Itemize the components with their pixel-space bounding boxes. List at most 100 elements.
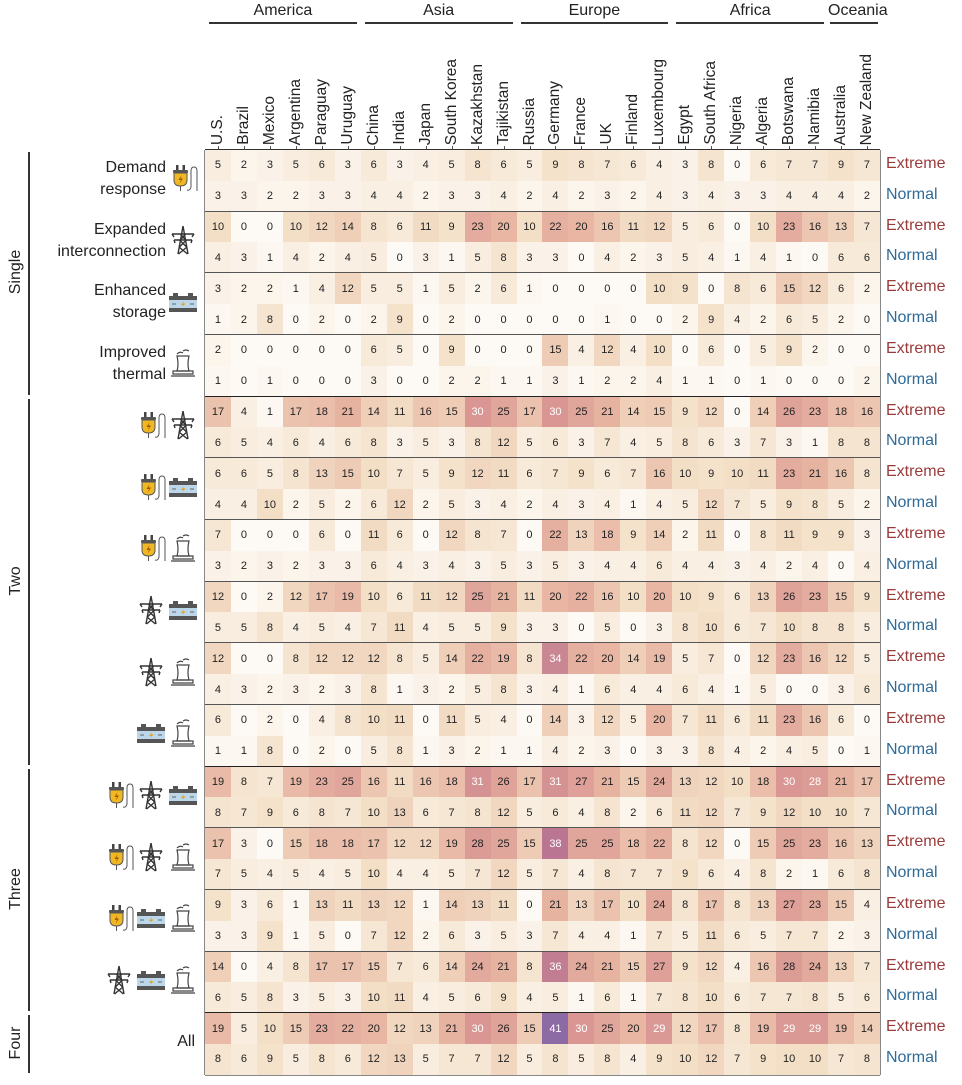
plug-icon — [104, 903, 134, 938]
heatmap-cell: 6 — [854, 242, 880, 274]
heatmap-cell: 0 — [230, 951, 257, 983]
table-left-border — [204, 150, 205, 1075]
heatmap-cell: 0 — [776, 365, 803, 397]
country-label-wrap: Australia — [831, 25, 851, 145]
country-label: South Korea — [442, 58, 460, 145]
heatmap-cell: 25 — [594, 828, 621, 860]
heatmap-cell: 1 — [516, 365, 543, 397]
heatmap-cell: 13 — [412, 1013, 439, 1045]
heatmap-cell: 20 — [568, 211, 595, 243]
heatmap-cell: 7 — [802, 150, 829, 181]
heatmap-cell: 2 — [464, 735, 491, 767]
heatmap-cell: 0 — [854, 704, 880, 736]
heatmap-cell: 0 — [620, 735, 647, 767]
heatmap-cell: 0 — [542, 304, 569, 335]
heatmap-cell: 23 — [308, 1013, 335, 1045]
heatmap-cell: 29 — [802, 1013, 829, 1045]
heatmap-cell: 13 — [672, 766, 699, 798]
heatmap-cell: 9 — [256, 920, 283, 952]
strategy-separator — [205, 272, 880, 274]
heatmap-cell: 16 — [802, 643, 829, 675]
column-group-line — [520, 22, 669, 24]
heatmap-cell: 17 — [282, 396, 309, 428]
heatmap-cell: 6 — [360, 334, 387, 366]
heatmap-cell: 0 — [412, 519, 439, 551]
heatmap-cell: 30 — [542, 396, 569, 428]
strategy-icons — [136, 658, 198, 690]
heatmap-cell: 21 — [594, 766, 621, 798]
heatmap-cell: 3 — [386, 150, 413, 181]
heatmap-cell: 7 — [438, 1044, 465, 1075]
heatmap-cell: 15 — [620, 951, 647, 983]
heatmap-cell: 6 — [776, 304, 803, 335]
heatmap-cell: 9 — [542, 150, 569, 181]
country-label: Uruguay — [338, 86, 356, 145]
heatmap-cell: 0 — [490, 334, 517, 366]
heatmap-cell: 5 — [230, 982, 257, 1014]
heatmap-cell: 16 — [594, 581, 621, 613]
heatmap-cell: 23 — [802, 889, 829, 921]
heatmap-cell: 3 — [464, 920, 491, 952]
heatmap-cell: 0 — [776, 674, 803, 705]
country-label: Mexico — [260, 95, 278, 145]
heatmap-cell: 4 — [438, 550, 465, 582]
heatmap-cell: 4 — [205, 489, 231, 520]
country-label-wrap: Nigeria — [727, 25, 747, 145]
heatmap-cell: 21 — [490, 581, 517, 613]
heatmap-cell: 0 — [490, 304, 517, 335]
heatmap-cell: 12 — [698, 766, 725, 798]
heatmap-cell: 12 — [464, 458, 491, 490]
strategy-icons — [104, 905, 198, 937]
strategy-icons — [136, 411, 198, 443]
heatmap-cell: 14 — [620, 643, 647, 675]
heatmap-cell: 4 — [360, 180, 387, 212]
heatmap-cell: 4 — [776, 180, 803, 212]
heatmap-cell: 12 — [672, 1013, 699, 1045]
heatmap-cell: 5 — [464, 704, 491, 736]
heatmap-cell: 7 — [542, 859, 569, 890]
heatmap-cell: 12 — [282, 581, 309, 613]
heatmap-cell: 23 — [464, 211, 491, 243]
heatmap-cell: 2 — [672, 304, 699, 335]
heatmap-cell: 15 — [438, 396, 465, 428]
heatmap-cell: 5 — [672, 242, 699, 274]
heatmap-cell: 27 — [568, 766, 595, 798]
heatmap-cell: 9 — [490, 612, 517, 644]
heatmap-cell: 13 — [750, 581, 777, 613]
heatmap-cell: 6 — [230, 1044, 257, 1075]
heatmap-cell: 6 — [854, 982, 880, 1014]
heatmap-cell: 12 — [594, 334, 621, 366]
heatmap-cell: 1 — [750, 365, 777, 397]
heatmap-cell: 19 — [750, 1013, 777, 1045]
heatmap-cell: 0 — [594, 273, 621, 305]
heatmap-cell: 15 — [360, 951, 387, 983]
heatmap-cell: 0 — [672, 334, 699, 366]
heatmap-cell: 0 — [412, 365, 439, 397]
transmission-tower-icon — [168, 410, 198, 445]
heatmap-cell: 5 — [464, 242, 491, 274]
heatmap-cell: 5 — [308, 982, 335, 1014]
heatmap-cell: 5 — [542, 982, 569, 1014]
heatmap-cell: 4 — [776, 735, 803, 767]
heatmap-cell: 3 — [542, 365, 569, 397]
heatmap-cell: 2 — [256, 273, 283, 305]
heatmap-cell: 2 — [282, 489, 309, 520]
extreme-scenario-label: Extreme — [885, 463, 946, 481]
heatmap-cell: 4 — [386, 859, 413, 890]
heatmap-cell: 7 — [854, 211, 880, 243]
column-group-line — [676, 22, 825, 24]
heatmap-cell: 6 — [594, 458, 621, 490]
heatmap-cell: 15 — [516, 828, 543, 860]
heatmap-cell: 1 — [516, 273, 543, 305]
heatmap-cell: 10 — [672, 1044, 699, 1075]
heatmap-cell: 3 — [438, 180, 465, 212]
heatmap-cell: 8 — [542, 1044, 569, 1075]
heatmap-cell: 3 — [464, 550, 491, 582]
heatmap-cell: 4 — [646, 180, 673, 212]
heatmap-cell: 11 — [386, 612, 413, 644]
heatmap-cell: 1 — [412, 889, 439, 921]
heatmap-cell: 12 — [308, 211, 335, 243]
heatmap-cell: 4 — [646, 150, 673, 181]
heatmap-cell: 2 — [438, 365, 465, 397]
heatmap-cell: 3 — [308, 550, 335, 582]
